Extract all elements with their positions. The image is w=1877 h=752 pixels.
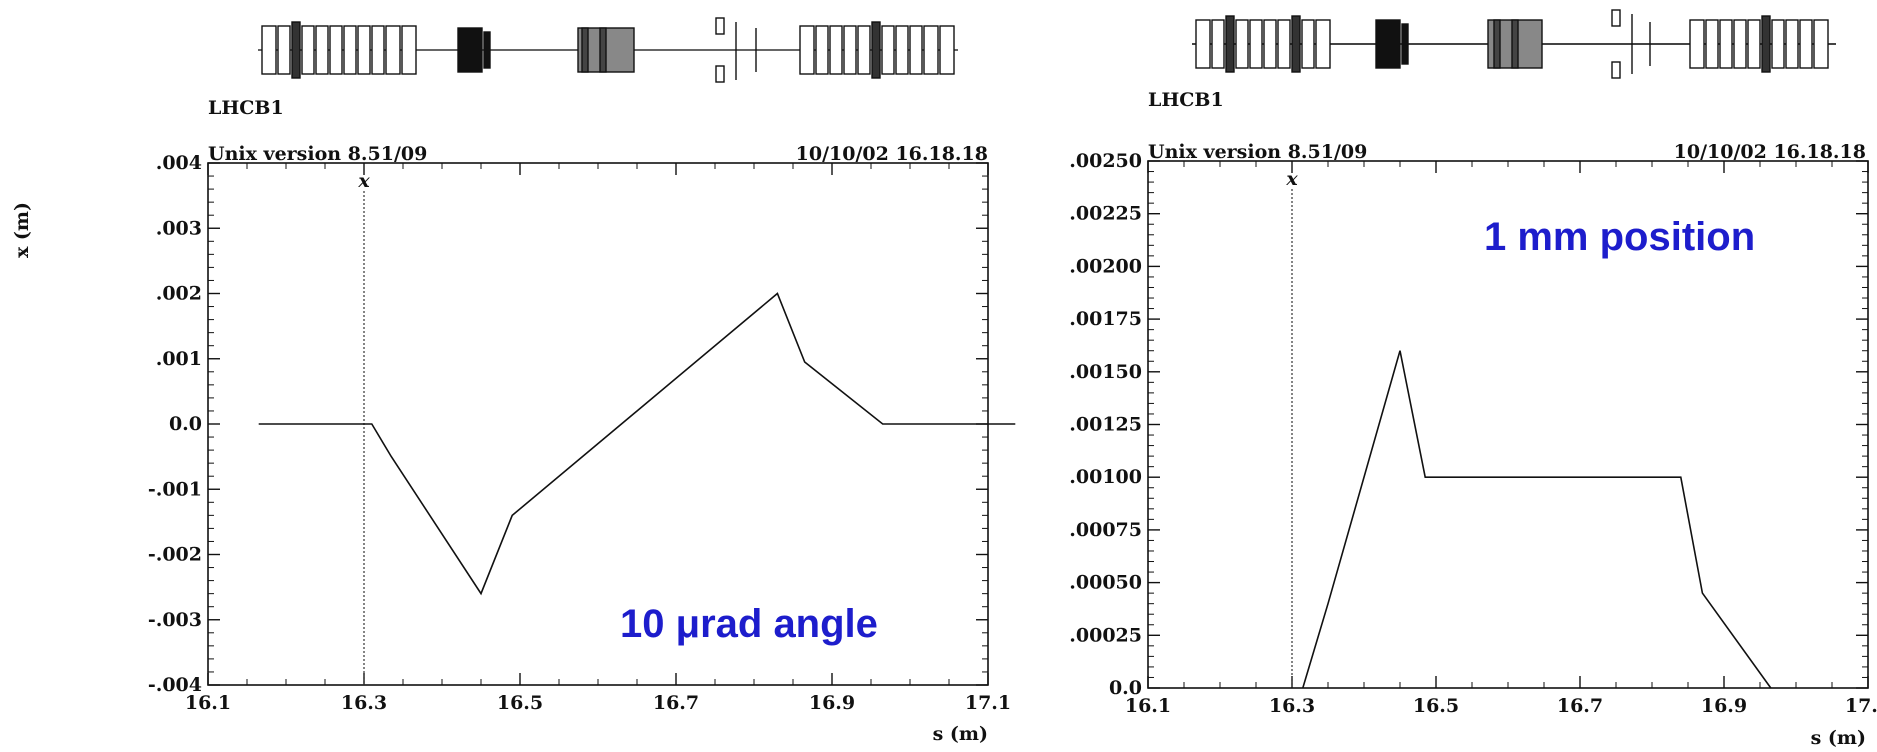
left-y-tick-label: .004 [156,152,202,174]
left-y-tick-label: -.001 [148,478,202,500]
right-y-tick-label: 0.0 [1109,677,1142,699]
left-x-tick-label: 17.1 [965,692,1011,714]
right-y-tick-label: .00100 [1069,466,1142,488]
right-x-tick-label: 16.7 [1557,695,1603,717]
left-y-tick-label: -.002 [148,544,202,566]
right-y-tick-label: .00025 [1069,624,1142,646]
left-x-axis: 16.1 16.3 16.5 16.7 16.9 17.1 [185,163,1011,714]
right-y-tick-label: .00125 [1069,414,1142,436]
right-lattice-schematic [1192,9,1836,79]
left-y-tick-label: .002 [156,283,202,305]
left-callout: 10 μrad angle [620,602,878,646]
right-x-tick-label: 16.9 [1701,695,1747,717]
left-x-tick-label: 16.9 [809,692,855,714]
left-x-axis-label: s (m) [933,723,988,745]
left-x-tick-label: 16.3 [341,692,387,714]
right-callout: 1 mm position [1484,215,1755,259]
right-machine-label: LHCB1 [1148,89,1224,111]
right-y-tick-label: .00050 [1069,572,1142,594]
right-y-tick-label: .00175 [1069,308,1142,330]
right-x-axis: 16.1 16.3 16.5 16.7 16.9 17.1 [1125,161,1877,717]
right-y-axis: .00250 .00225 .00200 .00175 .00150 .00125 .001… [1069,150,1868,699]
left-x-tick-label: 16.1 [185,692,231,714]
left-y-tick-label: -.004 [148,674,202,696]
left-chart-panel: LHCB1 Unix version 8.51/09 10/10/02 16.1… [11,17,1016,745]
left-y-tick-label: .003 [156,217,202,239]
right-x-tick-label: 16.3 [1269,695,1315,717]
left-machine-label: LHCB1 [208,97,284,119]
right-x-tick-label: 16.1 [1125,695,1171,717]
left-y-tick-label: 0.0 [169,413,202,435]
right-x-tick-label: 16.5 [1413,695,1459,717]
right-y-tick-label: .00075 [1069,519,1142,541]
right-marker-label: x [1285,168,1298,190]
right-version-text: Unix version 8.51/09 [1148,141,1367,163]
left-x-tick-label: 16.5 [497,692,543,714]
right-y-tick-label: .00250 [1069,150,1142,172]
right-x-tick-label: 17.1 [1845,695,1877,717]
left-version-text: Unix version 8.51/09 [208,143,427,165]
right-date-text: 10/10/02 16.18.18 [1674,141,1866,163]
left-y-axis: .004 .003 .002 .001 0.0 -.001 -.002 -.003 -.004 [148,152,988,696]
left-date-text: 10/10/02 16.18.18 [796,143,988,165]
left-y-tick-label: .001 [156,348,202,370]
left-y-tick-label: -.003 [148,609,202,631]
left-marker-label: x [357,170,370,192]
right-y-tick-label: .00200 [1069,255,1142,277]
left-lattice-schematic [258,17,958,83]
right-y-tick-label: .00225 [1069,203,1142,225]
right-x-axis-label: s (m) [1811,727,1866,749]
right-y-tick-label: .00150 [1069,361,1142,383]
left-x-tick-label: 16.7 [653,692,699,714]
right-chart-panel: LHCB1 Unix version 8.51/09 10/10/02 16.1… [1069,9,1877,749]
left-series-line [258,292,1016,596]
left-y-axis-label: x (m) [11,202,33,258]
right-series-line [1302,350,1772,689]
